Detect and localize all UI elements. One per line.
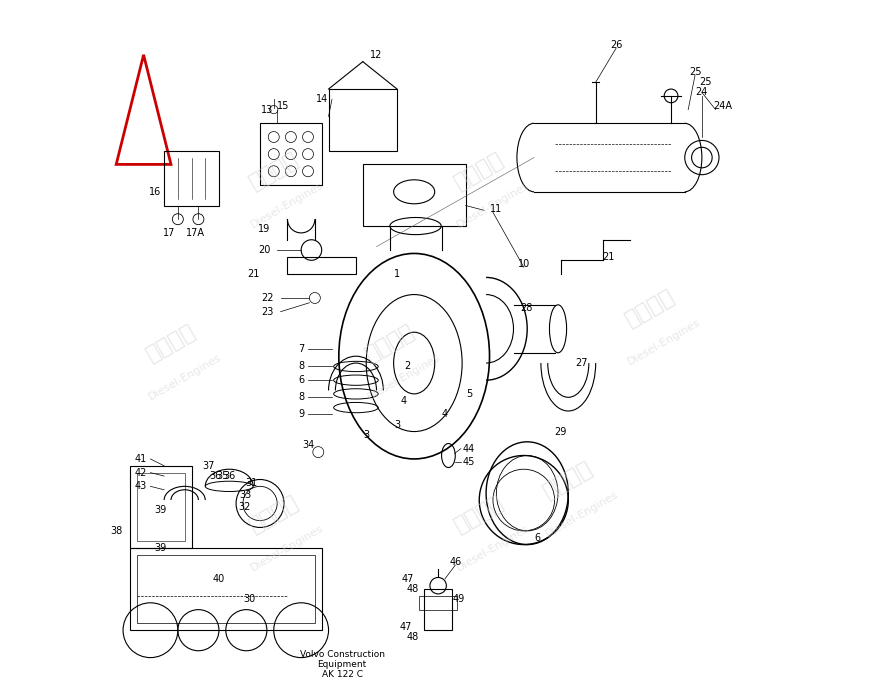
Text: Diesel-Engines: Diesel-Engines bbox=[147, 352, 222, 401]
Text: 紫发动力: 紫发动力 bbox=[451, 492, 507, 536]
Text: 32: 32 bbox=[239, 502, 251, 512]
Text: Diesel-Engines: Diesel-Engines bbox=[544, 489, 620, 538]
Text: Diesel-Engines: Diesel-Engines bbox=[455, 181, 531, 230]
Text: 33: 33 bbox=[239, 490, 251, 499]
Text: 34: 34 bbox=[303, 440, 315, 450]
Bar bbox=[260, 123, 321, 185]
Bar bbox=[137, 555, 315, 623]
Text: 15: 15 bbox=[277, 101, 289, 111]
Text: 41: 41 bbox=[134, 454, 147, 464]
Text: 47: 47 bbox=[400, 622, 412, 632]
Text: 5: 5 bbox=[465, 389, 472, 399]
Text: 42: 42 bbox=[134, 468, 147, 477]
Text: 6: 6 bbox=[298, 375, 304, 385]
Text: 4: 4 bbox=[400, 396, 407, 406]
Text: 39: 39 bbox=[155, 506, 166, 515]
Text: 36: 36 bbox=[209, 471, 222, 481]
Text: 25: 25 bbox=[689, 67, 701, 77]
Bar bbox=[287, 257, 356, 274]
Text: 45: 45 bbox=[462, 458, 474, 467]
Text: Diesel-Engines: Diesel-Engines bbox=[249, 523, 326, 573]
Text: 47: 47 bbox=[401, 574, 414, 584]
Text: 2: 2 bbox=[404, 362, 410, 371]
Text: 4: 4 bbox=[442, 410, 448, 419]
Text: 19: 19 bbox=[258, 225, 271, 234]
Text: 紫发动力: 紫发动力 bbox=[246, 492, 302, 536]
Text: 紫发动力: 紫发动力 bbox=[451, 149, 507, 193]
Text: 49: 49 bbox=[453, 595, 465, 604]
Text: 8: 8 bbox=[298, 362, 304, 371]
Text: 6: 6 bbox=[534, 533, 540, 543]
Text: 10: 10 bbox=[518, 259, 530, 269]
Text: 14: 14 bbox=[316, 95, 328, 104]
Text: 1: 1 bbox=[394, 269, 400, 279]
Bar bbox=[419, 596, 457, 610]
Bar bbox=[425, 589, 452, 630]
Text: 11: 11 bbox=[490, 204, 502, 214]
Text: 28: 28 bbox=[521, 303, 533, 313]
Text: 48: 48 bbox=[407, 584, 419, 594]
Text: 9: 9 bbox=[298, 410, 304, 419]
Text: 13: 13 bbox=[261, 105, 273, 114]
Text: 31: 31 bbox=[246, 478, 258, 488]
Text: 29: 29 bbox=[554, 427, 567, 436]
Text: 20: 20 bbox=[258, 245, 271, 255]
Text: 17: 17 bbox=[164, 228, 176, 238]
Text: 35: 35 bbox=[216, 471, 229, 481]
Text: 27: 27 bbox=[575, 358, 587, 368]
Text: 38: 38 bbox=[110, 526, 123, 536]
Text: Diesel-Engines: Diesel-Engines bbox=[455, 523, 531, 573]
Text: 37: 37 bbox=[203, 461, 214, 471]
Text: 12: 12 bbox=[370, 50, 383, 60]
Text: 30: 30 bbox=[244, 595, 256, 604]
Text: 紫发动力: 紫发动力 bbox=[622, 286, 679, 330]
Text: 40: 40 bbox=[213, 574, 225, 584]
Text: 36: 36 bbox=[223, 471, 235, 481]
Text: 44: 44 bbox=[462, 444, 474, 453]
Bar bbox=[328, 89, 397, 151]
Text: 23: 23 bbox=[262, 307, 274, 316]
Text: 17A: 17A bbox=[185, 228, 205, 238]
Text: 7: 7 bbox=[298, 345, 304, 354]
Bar bbox=[130, 548, 321, 630]
Text: 43: 43 bbox=[134, 482, 147, 491]
Text: 26: 26 bbox=[610, 40, 622, 49]
Text: 3: 3 bbox=[363, 430, 369, 440]
Text: 24: 24 bbox=[696, 88, 708, 97]
Text: Diesel-Engines: Diesel-Engines bbox=[249, 181, 326, 230]
Text: 3: 3 bbox=[394, 420, 400, 429]
Text: Diesel-Engines: Diesel-Engines bbox=[626, 318, 702, 367]
Bar bbox=[137, 473, 185, 541]
Text: 39: 39 bbox=[155, 543, 166, 553]
Text: 紫发动力: 紫发动力 bbox=[142, 321, 199, 364]
Text: 24A: 24A bbox=[713, 101, 732, 111]
Bar bbox=[164, 151, 219, 205]
Text: 21: 21 bbox=[603, 252, 615, 262]
Text: 16: 16 bbox=[149, 187, 161, 197]
Text: Diesel-Engines: Diesel-Engines bbox=[366, 352, 442, 401]
Text: 紫发动力: 紫发动力 bbox=[540, 458, 596, 501]
Text: Volvo Construction
Equipment
AK 122 C: Volvo Construction Equipment AK 122 C bbox=[300, 649, 384, 680]
Text: 21: 21 bbox=[247, 269, 260, 279]
Text: 22: 22 bbox=[262, 293, 274, 303]
Bar bbox=[363, 164, 465, 226]
Text: 46: 46 bbox=[449, 557, 461, 566]
Text: 8: 8 bbox=[298, 393, 304, 402]
Text: 25: 25 bbox=[699, 77, 711, 87]
Text: 紫发动力: 紫发动力 bbox=[246, 149, 302, 193]
Text: 紫发动力: 紫发动力 bbox=[362, 321, 418, 364]
Text: 48: 48 bbox=[407, 632, 419, 642]
Bar bbox=[130, 466, 191, 548]
